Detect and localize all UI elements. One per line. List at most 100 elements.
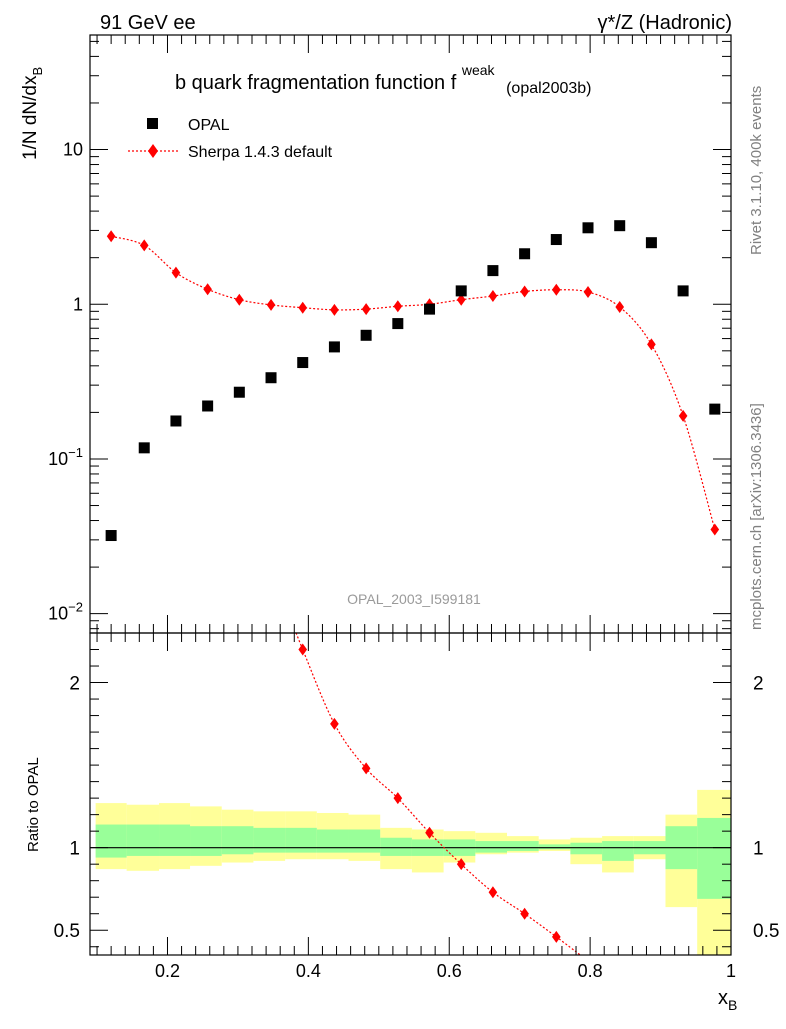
x-tick-label-3: 0.8 xyxy=(578,961,603,981)
sherpa-point-14 xyxy=(551,283,561,296)
ratio-y-tick-label-left-0: 0.5 xyxy=(54,921,80,942)
opal-point-10 xyxy=(424,303,436,315)
opal-point-12 xyxy=(487,265,499,277)
opal-point-9 xyxy=(392,318,404,330)
ratio-panel-frame xyxy=(89,632,732,956)
ratio-bands xyxy=(95,789,731,955)
ratio-series-group xyxy=(295,633,581,955)
ratio-band-inner-5 xyxy=(253,827,286,853)
ratio-sherpa-point-3 xyxy=(361,762,371,775)
opal-point-0 xyxy=(105,530,117,542)
sherpa-point-19 xyxy=(710,523,720,536)
top-y-tick-base: 10 xyxy=(48,604,68,624)
ratio-y-tick-label-right-0: 0.5 xyxy=(753,921,779,942)
sherpa-point-11 xyxy=(456,293,466,306)
opal-point-1 xyxy=(138,442,150,454)
ratio-y-tick-label-right-2: 2 xyxy=(753,674,764,695)
top-y-tick-exponent: −2 xyxy=(68,600,83,615)
sherpa-point-5 xyxy=(266,298,276,311)
sherpa-point-0 xyxy=(106,230,116,243)
opal-point-13 xyxy=(519,248,531,260)
ratio-band-inner-12 xyxy=(475,841,508,853)
x-axis-title-subscript: B xyxy=(728,997,737,1013)
ratio-band-inner-2 xyxy=(159,824,191,856)
sherpa-point-13 xyxy=(520,285,529,298)
ratio-sherpa-point-2 xyxy=(330,717,339,730)
sherpa-point-7 xyxy=(330,303,339,316)
legend-marker-opal xyxy=(147,118,158,129)
ratio-sherpa-line xyxy=(295,633,581,955)
ratio-band-inner-7 xyxy=(316,829,349,853)
sherpa-point-6 xyxy=(298,301,308,314)
ratio-panel: 0.2 0.4 0.6 0.8 1 0.5 0.5 1 1 2 2 xyxy=(54,35,779,981)
opal-point-4 xyxy=(233,386,245,398)
opal-point-11 xyxy=(455,285,467,297)
opal-point-2 xyxy=(170,415,182,427)
x-tick-label-0: 0.2 xyxy=(155,961,180,981)
chart-title-main: b quark fragmentation function f xyxy=(175,72,457,94)
sherpa-point-17 xyxy=(647,338,656,351)
ratio-band-inner-13 xyxy=(507,841,539,851)
ratio-band-inner-15 xyxy=(570,842,603,855)
ratio-band-inner-4 xyxy=(221,826,254,855)
legend: OPAL Sherpa 1.4.3 default xyxy=(128,117,333,161)
top-y-tick-label-0: 10−2 xyxy=(48,600,83,624)
ratio-band-inner-9 xyxy=(380,837,412,856)
ratio-band-inner-19 xyxy=(697,817,731,899)
ratio-sherpa-point-7 xyxy=(488,886,498,899)
chart-title: b quark fragmentation function f weak (o… xyxy=(175,58,592,97)
x-axis-title-main: x xyxy=(718,987,728,1009)
opal-point-6 xyxy=(297,357,309,369)
sherpa-line xyxy=(110,235,716,530)
x-axis-title: xB xyxy=(718,987,737,1013)
x-tick-label-1: 0.4 xyxy=(296,961,321,981)
ratio-y-ticks: 0.5 0.5 1 1 2 2 xyxy=(54,649,779,948)
opal-point-17 xyxy=(645,237,657,249)
legend-label-sherpa: Sherpa 1.4.3 default xyxy=(188,144,333,161)
sherpa-point-3 xyxy=(203,283,212,296)
ratio-sherpa-point-9 xyxy=(551,930,561,943)
ratio-band-inner-16 xyxy=(602,841,634,861)
opal-point-14 xyxy=(550,234,562,246)
opal-point-19 xyxy=(709,403,721,415)
opal-point-8 xyxy=(360,329,372,341)
sherpa-point-2 xyxy=(171,266,181,279)
ratio-sherpa-point-6 xyxy=(456,858,466,871)
legend-marker-sherpa xyxy=(148,144,158,158)
sherpa-point-12 xyxy=(488,290,498,303)
ratio-sherpa-point-8 xyxy=(520,907,529,920)
sherpa-point-8 xyxy=(361,303,371,316)
chart-title-superscript: weak xyxy=(461,62,496,78)
ratio-y-axis-title: Ratio to OPAL xyxy=(25,757,42,852)
top-y-tick-label-3: 10 xyxy=(63,140,83,160)
sherpa-point-18 xyxy=(678,409,688,422)
ratio-y-tick-label-left-1: 1 xyxy=(69,839,80,860)
sherpa-point-9 xyxy=(393,300,403,313)
top-y-tick-label-1: 10−1 xyxy=(48,445,83,469)
sherpa-point-4 xyxy=(235,293,244,306)
top-y-tick-base: 10 xyxy=(48,449,68,469)
sherpa-point-1 xyxy=(139,239,149,252)
chart-title-subscript: (opal2003b) xyxy=(506,80,591,97)
top-y-axis-title-subscript: B xyxy=(30,67,45,76)
header-right-label: γ*/Z (Hadronic) xyxy=(598,12,732,34)
ratio-y-tick-label-left-2: 2 xyxy=(69,674,80,695)
top-y-axis-title: 1/N dN/dxB xyxy=(20,67,45,160)
sherpa-point-15 xyxy=(583,286,593,299)
ratio-band-inner-3 xyxy=(190,826,222,856)
opal-point-3 xyxy=(202,400,214,412)
opal-point-18 xyxy=(677,285,689,297)
analysis-watermark: OPAL_2003_I599181 xyxy=(347,591,481,607)
opal-point-5 xyxy=(265,372,277,384)
sherpa-point-16 xyxy=(615,300,625,313)
ratio-y-tick-label-right-1: 1 xyxy=(753,839,764,860)
ratio-band-inner-6 xyxy=(285,827,317,853)
x-tick-label-2: 0.6 xyxy=(437,961,462,981)
opal-point-7 xyxy=(328,341,340,353)
ratio-sherpa-point-1 xyxy=(298,643,308,656)
rivet-version-label: Rivet 3.1.10, 400k events xyxy=(748,86,765,255)
legend-label-opal: OPAL xyxy=(188,117,230,134)
